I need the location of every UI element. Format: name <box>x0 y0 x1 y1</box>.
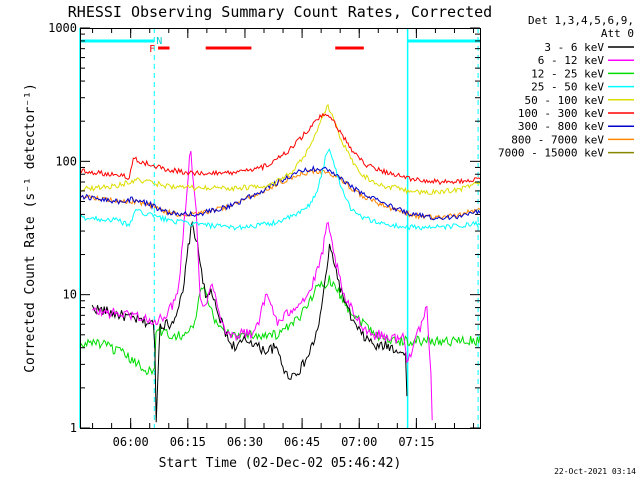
series-line-5 <box>79 113 481 186</box>
legend-label-0: 3 - 6 keV <box>544 41 604 54</box>
x-tick-label: 07:15 <box>398 435 434 449</box>
x-axis-label: Start Time (02-Dec-02 05:46:42) <box>159 456 402 471</box>
y-axis-label: Corrected Count Rate (s⁻¹ detector⁻¹) <box>23 83 38 373</box>
x-axis: 06:00 06:15 06:30 06:45 07:00 07:15 <box>92 28 475 449</box>
series-line-4 <box>79 103 481 196</box>
x-tick-label: 06:45 <box>284 435 320 449</box>
night-marker-label: N <box>156 36 162 47</box>
series-line-0 <box>91 220 408 423</box>
legend-label-2: 12 - 25 keV <box>531 67 604 80</box>
plot-area: NF <box>79 28 481 428</box>
footer-timestamp: 22-Oct-2021 03:14 <box>554 467 636 476</box>
flare-marker-label: F <box>149 44 155 55</box>
legend-label-8: 7000 - 15000 keV <box>498 147 604 160</box>
series-line-7 <box>79 168 481 221</box>
legend-label-7: 800 - 7000 keV <box>511 133 604 146</box>
chart-title: RHESSI Observing Summary Count Rates, Co… <box>68 3 492 21</box>
plot-frame <box>80 28 481 429</box>
y-tick-label: 1 <box>70 421 77 435</box>
legend-header-attenuator: Att 0 <box>601 27 634 40</box>
y-tick-label: 1000 <box>48 21 77 35</box>
x-tick-label: 06:00 <box>113 435 149 449</box>
legend-label-3: 25 - 50 keV <box>531 81 604 94</box>
x-tick-label: 06:15 <box>170 435 206 449</box>
legend-label-6: 300 - 800 keV <box>518 120 604 133</box>
series-line-2 <box>79 275 481 376</box>
legend-label-5: 100 - 300 keV <box>518 107 604 120</box>
series-line-1 <box>92 150 433 421</box>
y-axis: 1 10 100 1000 <box>48 21 480 435</box>
series-line-3 <box>79 148 481 231</box>
y-tick-label: 10 <box>63 288 77 302</box>
legend-label-1: 6 - 12 keV <box>538 54 605 67</box>
y-tick-label: 100 <box>55 154 77 168</box>
legend-header-detectors: Det 1,3,4,5,6,9, <box>528 14 634 27</box>
x-tick-label: 06:30 <box>227 435 263 449</box>
x-tick-label: 07:00 <box>341 435 377 449</box>
legend-label-4: 50 - 100 keV <box>525 94 605 107</box>
